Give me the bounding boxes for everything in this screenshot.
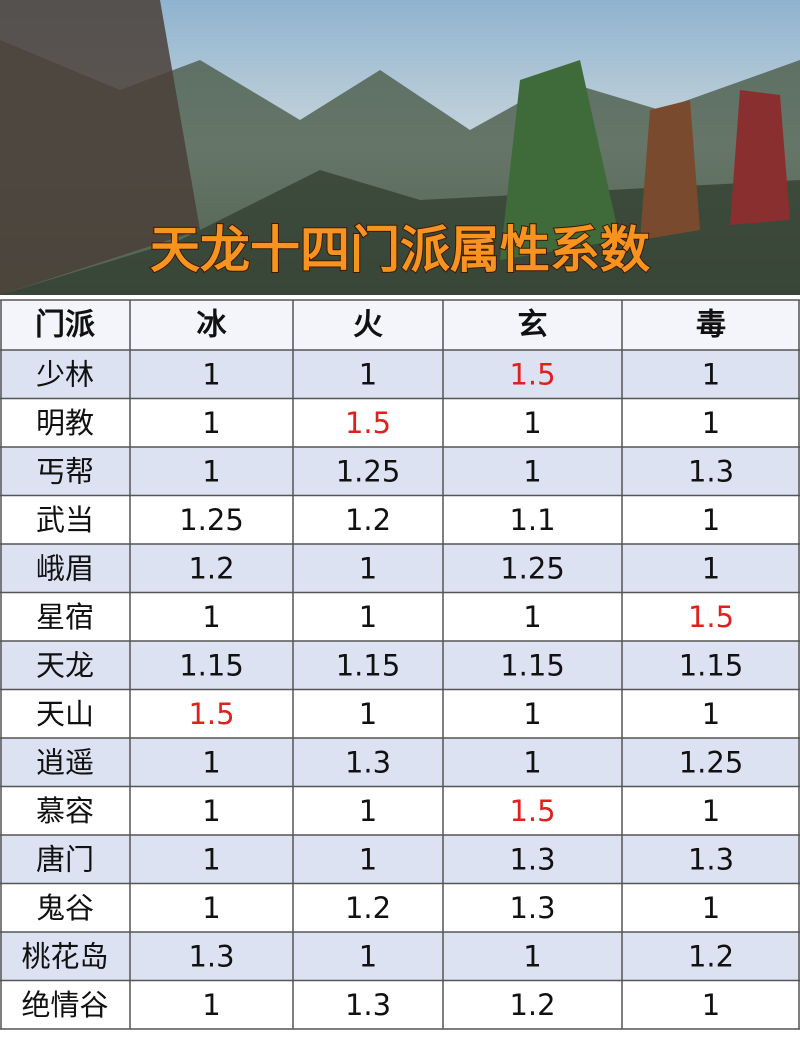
coefficient: 1 (359, 697, 377, 731)
figure (500, 60, 620, 260)
coefficient: 1.2 (188, 551, 234, 585)
coefficient: 1.3 (688, 454, 734, 488)
header-cell: 火 (353, 308, 383, 343)
header-row (0, 300, 800, 350)
coefficient: 1 (202, 794, 220, 828)
figure (640, 100, 700, 240)
coefficient: 1.3 (509, 842, 555, 876)
coefficient: 1 (202, 842, 220, 876)
coefficient: 1 (359, 600, 377, 634)
coefficient: 1 (202, 357, 220, 391)
coefficient: 1.3 (345, 745, 391, 779)
coefficient: 1.2 (345, 891, 391, 925)
coefficient: 1.15 (336, 648, 401, 682)
coefficient: 1.2 (509, 988, 555, 1022)
coefficient: 1 (702, 503, 720, 537)
coefficient: 1 (702, 551, 720, 585)
coefficient: 1 (359, 357, 377, 391)
sect-name: 逍遥 (36, 745, 94, 779)
coefficient: 1 (202, 891, 220, 925)
coefficient: 1 (702, 697, 720, 731)
coefficient: 1.3 (688, 842, 734, 876)
coefficient: 1 (359, 794, 377, 828)
sect-name: 绝情谷 (21, 988, 108, 1022)
coefficient: 1 (523, 454, 541, 488)
coefficient: 1.25 (336, 454, 401, 488)
coefficient: 1.25 (179, 503, 244, 537)
table-row (0, 883, 800, 932)
coefficient: 1.15 (500, 648, 565, 682)
sect-name: 天山 (36, 697, 94, 731)
coefficient: 1 (359, 551, 377, 585)
table-row (0, 738, 800, 787)
header-cell: 玄 (518, 308, 548, 343)
coefficient: 1.25 (500, 551, 565, 585)
coefficient: 1 (202, 988, 220, 1022)
coefficient: 1.2 (345, 503, 391, 537)
sect-name: 桃花岛 (21, 939, 108, 973)
coefficient: 1.15 (179, 648, 244, 682)
coefficient: 1.25 (679, 745, 744, 779)
header-cell: 毒 (696, 308, 726, 343)
table-row (0, 447, 800, 496)
table-row (0, 398, 800, 447)
table-row (0, 689, 800, 738)
coefficient: 1 (523, 406, 541, 440)
table-row (0, 495, 800, 544)
sect-name: 武当 (36, 503, 94, 537)
sect-name: 慕容 (36, 794, 94, 828)
coefficient: 1 (523, 939, 541, 973)
coefficient: 1 (702, 794, 720, 828)
coefficient: 1 (523, 600, 541, 634)
coefficient: 1 (523, 697, 541, 731)
sect-name: 峨眉 (36, 551, 94, 585)
banner: 天龙十四门派属性系数 (0, 0, 800, 295)
coefficient: 1.3 (188, 939, 234, 973)
coefficient: 1.3 (509, 891, 555, 925)
sect-name: 星宿 (36, 600, 94, 634)
coefficient: 1 (202, 600, 220, 634)
coefficient: 1 (702, 988, 720, 1022)
coefficient: 1 (702, 406, 720, 440)
coefficient: 1 (202, 406, 220, 440)
table: 门派 冰 火 玄 毒少林 1 1 1.5 1 明教 1 1.5 1 1 丐帮 1 1.25 1 1.3 武当 1.25 1… (0, 299, 800, 1030)
table-row (0, 350, 800, 399)
coefficient: 1 (702, 357, 720, 391)
table-row (0, 544, 800, 593)
table-row (0, 592, 800, 641)
coefficient: 1.3 (345, 988, 391, 1022)
sect-name: 明教 (36, 406, 94, 440)
wall (0, 0, 200, 295)
sect-name: 鬼谷 (36, 891, 94, 925)
coefficient: 1.5 (345, 406, 391, 440)
header-cell: 门派 (35, 308, 95, 343)
coefficient: 1.5 (509, 794, 555, 828)
coefficient: 1.5 (188, 697, 234, 731)
table-row (0, 641, 800, 690)
coefficient: 1 (202, 745, 220, 779)
coefficient: 1.2 (688, 939, 734, 973)
coefficient: 1 (359, 939, 377, 973)
coefficient: 1 (359, 842, 377, 876)
coefficient: 1.5 (509, 357, 555, 391)
coefficient: 1.5 (688, 600, 734, 634)
banner-title: 天龙十四门派属性系数 (150, 221, 650, 279)
coefficient: 1.1 (509, 503, 555, 537)
table-row (0, 980, 800, 1029)
sect-name: 唐门 (36, 842, 94, 876)
table-row (0, 786, 800, 835)
table-row (0, 835, 800, 884)
sect-name: 少林 (36, 357, 94, 391)
table-row (0, 932, 800, 981)
coefficient: 1 (523, 745, 541, 779)
sect-name: 丐帮 (36, 454, 94, 488)
sect-name: 天龙 (36, 648, 94, 682)
coefficient: 1.15 (679, 648, 744, 682)
coefficient: 1 (702, 891, 720, 925)
figure (730, 90, 790, 225)
header-cell: 冰 (197, 308, 228, 343)
coefficient: 1 (202, 454, 220, 488)
